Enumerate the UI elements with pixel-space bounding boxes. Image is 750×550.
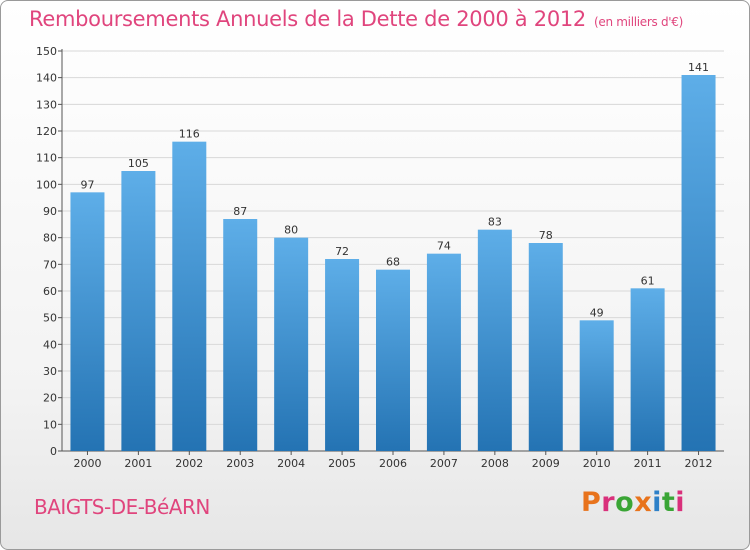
bar-value-label: 97 — [80, 178, 94, 191]
y-tick-label: 0 — [50, 445, 57, 458]
chart-title: Remboursements Annuels de la Dette de 20… — [29, 7, 683, 31]
bar-value-label: 68 — [386, 256, 400, 269]
y-tick-label: 60 — [43, 285, 57, 298]
x-tick-label: 2011 — [634, 457, 662, 470]
x-tick-label: 2002 — [175, 457, 203, 470]
bar-value-label: 141 — [688, 61, 709, 74]
bar-value-label: 72 — [335, 245, 349, 258]
x-tick-label: 2009 — [532, 457, 560, 470]
x-tick-label: 2005 — [328, 457, 356, 470]
axes: 0 10 20 30 40 50 60 70 80 90 100 110 120 130 140 150 200… — [36, 45, 724, 470]
bar-value-label: 61 — [641, 274, 655, 287]
logo-letter: x — [634, 487, 653, 518]
bar — [681, 75, 716, 451]
y-tick-label: 120 — [36, 125, 57, 138]
bar — [325, 259, 360, 451]
y-tick-label: 20 — [43, 392, 57, 405]
y-tick-label: 40 — [43, 338, 57, 351]
y-tick-label: 80 — [43, 232, 57, 245]
chart-title-main: Remboursements Annuels de la Dette de 20… — [29, 7, 586, 31]
bar — [70, 192, 105, 452]
x-tick-label: 2001 — [124, 457, 152, 470]
logo-letter: o — [615, 487, 635, 518]
bar — [223, 219, 258, 451]
x-tick-label: 2012 — [685, 457, 713, 470]
logo-letter: i — [652, 487, 662, 518]
bar-value-label: 116 — [179, 128, 200, 141]
y-tick-label: 30 — [43, 365, 57, 378]
y-tick-label: 150 — [36, 45, 57, 58]
bar-value-label: 83 — [488, 216, 502, 229]
bar-value-label: 49 — [590, 306, 604, 319]
y-tick-label: 110 — [36, 152, 57, 165]
bar — [121, 171, 156, 451]
x-tick-label: 2008 — [481, 457, 509, 470]
y-tick-label: 100 — [36, 178, 57, 191]
y-tick-label: 70 — [43, 258, 57, 271]
bar-value-label: 78 — [539, 229, 553, 242]
logo-letter: i — [675, 487, 686, 518]
data-labels: 97 105 116 87 80 72 68 74 83 78 49 61 141 — [80, 61, 709, 319]
bar — [477, 229, 512, 451]
y-tick-label: 50 — [43, 312, 57, 325]
y-tick-label: 140 — [36, 72, 57, 85]
bar — [274, 237, 309, 451]
bar — [172, 141, 207, 451]
bar-value-label: 87 — [233, 205, 247, 218]
y-tick-label: 10 — [43, 418, 57, 431]
x-tick-label: 2006 — [379, 457, 407, 470]
logo-letter: P — [581, 487, 602, 518]
chart-title-unit: (en milliers d'€) — [594, 15, 684, 29]
y-tick-label: 130 — [36, 98, 57, 111]
logo-letter: t — [661, 487, 676, 518]
x-tick-label: 2000 — [73, 457, 101, 470]
logo-letter: r — [601, 487, 616, 518]
x-tick-label: 2007 — [430, 457, 458, 470]
bar-value-label: 80 — [284, 224, 298, 237]
x-tick-label: 2010 — [583, 457, 611, 470]
bar-value-label: 74 — [437, 240, 451, 253]
y-tick-label: 90 — [43, 205, 57, 218]
bar — [426, 253, 461, 451]
bar — [376, 269, 410, 451]
x-tick-label: 2003 — [226, 457, 254, 470]
bars — [70, 75, 716, 452]
bar-value-label: 105 — [128, 157, 149, 170]
bar — [630, 288, 665, 451]
commune-name: BAIGTS-DE-BéARN — [34, 495, 210, 519]
bar — [528, 243, 563, 451]
proxiti-logo: Proxiti — [581, 487, 685, 518]
bar — [579, 320, 614, 451]
x-tick-label: 2004 — [277, 457, 305, 470]
